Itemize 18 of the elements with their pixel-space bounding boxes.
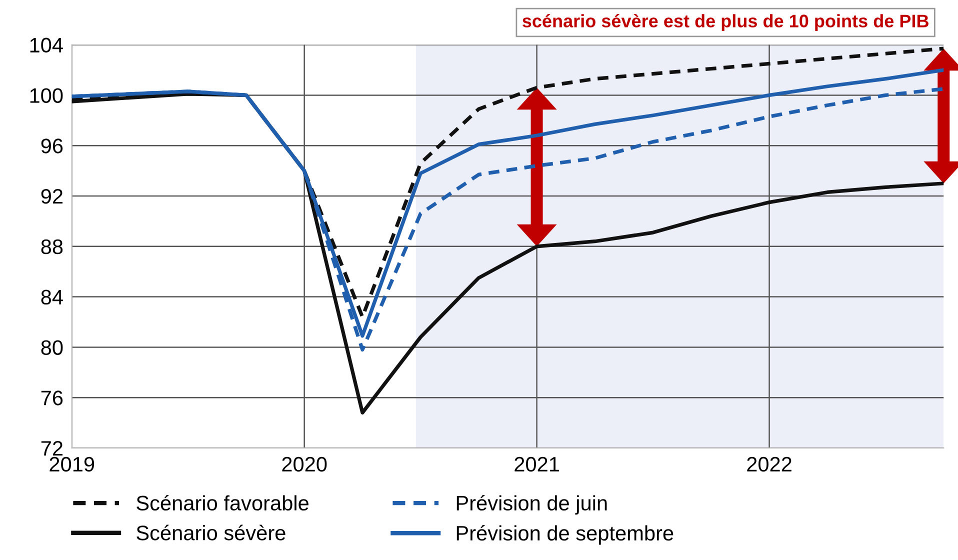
y-tick-label: 76	[41, 390, 63, 406]
legend-label: Prévision de septembre	[456, 525, 674, 545]
legend-label: Scénario favorable	[136, 494, 308, 511]
y-tick-label: 92	[41, 189, 62, 204]
y-tick-label: 100	[30, 88, 63, 103]
x-tick-label: 2022	[747, 456, 792, 472]
x-tick-label: 2021	[514, 456, 559, 472]
legend-label: Prévision de juin	[456, 494, 607, 515]
y-tick-label: 72	[41, 441, 62, 456]
x-tick-label: 2020	[282, 456, 327, 472]
text: scénario sévère est de plus de 10 points de PIB	[522, 14, 928, 31]
x-tick-label: 2019	[50, 456, 94, 472]
y-tick-label: 84	[41, 290, 63, 305]
legend-label: Scénario sévère	[136, 524, 286, 540]
y-tick-label: 104	[30, 38, 63, 53]
y-tick-label: 96	[41, 138, 63, 154]
y-tick-label: 88	[41, 239, 63, 254]
y-tick-label: 80	[41, 340, 63, 355]
